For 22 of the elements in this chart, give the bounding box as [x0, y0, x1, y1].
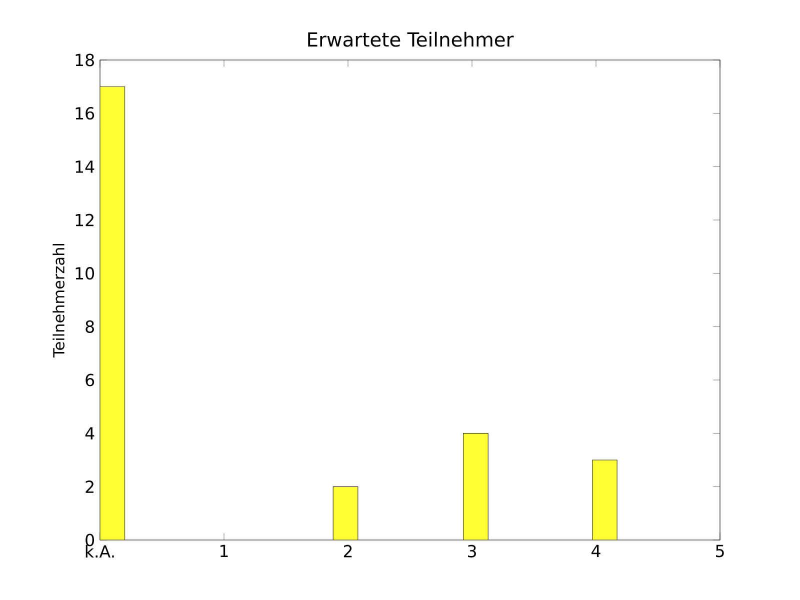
x-tick-label: 4: [592, 544, 600, 557]
y-tick-label: 10: [76, 267, 94, 280]
y-tick-label: 0: [86, 534, 94, 546]
x-tick-label: 2: [344, 544, 352, 558]
x-tick-label: k.A.: [86, 544, 114, 558]
y-axis-title: Teilnehmerzahl: [52, 244, 64, 358]
y-tick-label: 8: [86, 320, 94, 333]
y-tick-label: 18: [76, 54, 94, 66]
x-tick-label: 5: [716, 544, 724, 558]
bar: [100, 86, 126, 540]
bar: [463, 433, 488, 540]
bar: [592, 460, 618, 540]
y-tick-label: 16: [76, 107, 94, 120]
y-tick-label: 6: [86, 374, 94, 386]
x-tick-label: 3: [468, 544, 476, 558]
chart-title: Erwartete Teilnehmer: [308, 32, 514, 47]
y-tick-label: 4: [85, 427, 94, 440]
x-tick-label: 1: [220, 544, 228, 557]
bar: [332, 486, 358, 540]
y-tick-label: 12: [76, 214, 94, 226]
y-tick-label: 14: [76, 160, 94, 173]
y-tick-label: 2: [86, 480, 94, 493]
